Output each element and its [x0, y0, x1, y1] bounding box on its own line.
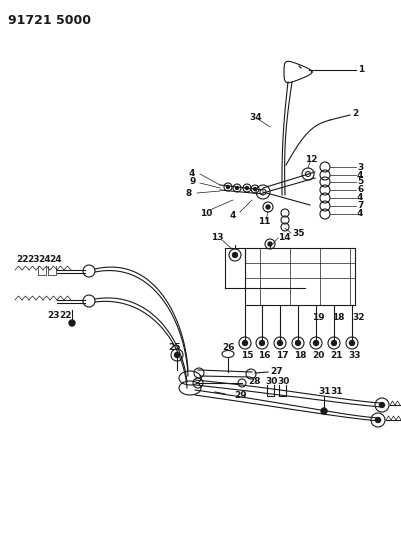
Text: 18: 18 — [332, 312, 344, 321]
Text: 34: 34 — [249, 112, 261, 122]
Text: 21: 21 — [330, 351, 342, 359]
Text: 20: 20 — [312, 351, 324, 359]
Circle shape — [314, 341, 318, 345]
Circle shape — [69, 320, 75, 326]
Circle shape — [235, 187, 239, 190]
Text: 14: 14 — [278, 232, 291, 241]
Text: 4: 4 — [230, 211, 236, 220]
Text: 16: 16 — [258, 351, 271, 359]
Text: 19: 19 — [312, 312, 325, 321]
Text: 17: 17 — [276, 351, 289, 359]
Text: 26: 26 — [222, 343, 235, 351]
Circle shape — [174, 352, 180, 358]
Text: 31: 31 — [330, 387, 342, 397]
Circle shape — [321, 408, 327, 414]
Text: 6: 6 — [357, 185, 363, 195]
Circle shape — [332, 341, 336, 345]
Circle shape — [375, 417, 381, 423]
Text: 12: 12 — [305, 155, 318, 164]
Text: 30: 30 — [277, 376, 290, 385]
Text: 4: 4 — [357, 193, 363, 203]
Circle shape — [277, 341, 282, 345]
Text: 13: 13 — [211, 233, 223, 243]
Circle shape — [227, 185, 229, 189]
Circle shape — [296, 341, 300, 345]
Text: 30: 30 — [265, 376, 277, 385]
Text: 7: 7 — [357, 201, 363, 211]
Circle shape — [245, 187, 249, 190]
Text: 27: 27 — [270, 367, 283, 376]
Text: 23: 23 — [27, 255, 40, 264]
Circle shape — [233, 253, 237, 257]
Text: 33: 33 — [348, 351, 360, 359]
Text: 28: 28 — [248, 377, 261, 386]
Text: 35: 35 — [292, 230, 304, 238]
Text: 23: 23 — [47, 311, 59, 319]
Circle shape — [259, 341, 265, 345]
Text: 24: 24 — [49, 255, 62, 264]
Text: 8: 8 — [186, 189, 192, 198]
Text: 3: 3 — [357, 163, 363, 172]
Text: 15: 15 — [241, 351, 253, 359]
Text: 18: 18 — [294, 351, 306, 359]
Text: 29: 29 — [234, 392, 247, 400]
Circle shape — [268, 242, 272, 246]
Text: 22: 22 — [59, 311, 71, 319]
Text: 25: 25 — [168, 343, 180, 352]
Text: 24: 24 — [38, 255, 51, 264]
Text: 9: 9 — [189, 177, 195, 187]
Text: 4: 4 — [357, 209, 363, 219]
Text: 32: 32 — [352, 312, 365, 321]
Text: 5: 5 — [357, 177, 363, 187]
Circle shape — [350, 341, 354, 345]
Text: 31: 31 — [318, 387, 330, 397]
Text: 1: 1 — [358, 66, 364, 75]
Text: 4: 4 — [189, 168, 195, 177]
Text: 10: 10 — [200, 208, 213, 217]
Text: 22: 22 — [16, 255, 28, 264]
Text: 11: 11 — [258, 217, 271, 227]
Text: 4: 4 — [357, 171, 363, 180]
Text: 2: 2 — [352, 109, 358, 118]
Circle shape — [266, 205, 270, 209]
Text: 91721 5000: 91721 5000 — [8, 14, 91, 27]
Circle shape — [379, 402, 385, 408]
Circle shape — [243, 341, 247, 345]
Circle shape — [253, 188, 257, 190]
